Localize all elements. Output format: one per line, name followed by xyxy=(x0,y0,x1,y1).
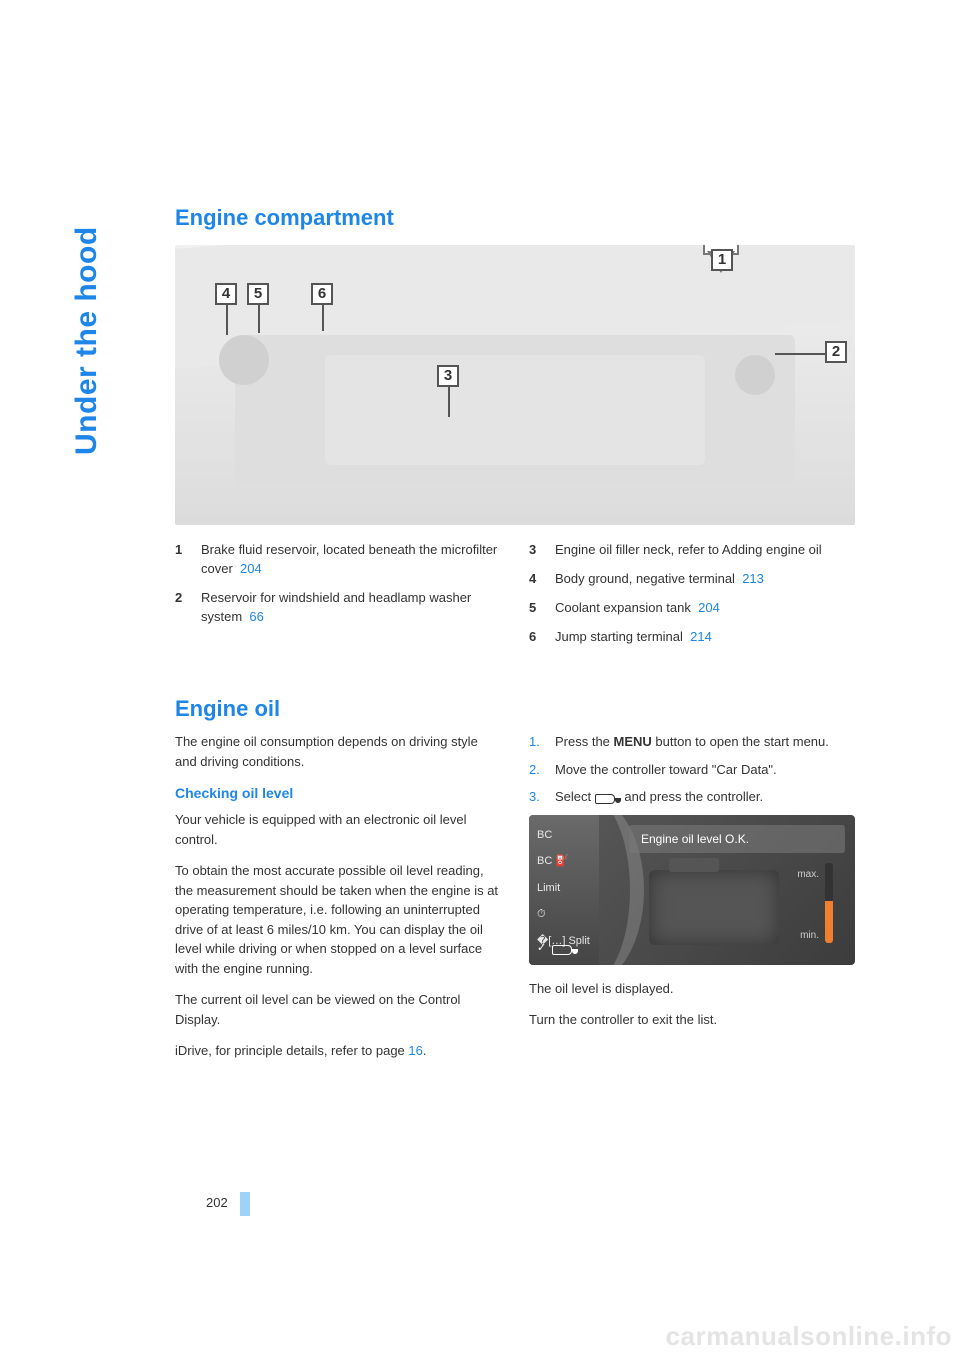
figure-leader-line xyxy=(322,305,324,331)
step-text: Move the controller toward "Car Data". xyxy=(555,760,777,780)
subheading-checking-oil: Checking oil level xyxy=(175,783,501,804)
legend-number: 5 xyxy=(529,599,543,618)
legend-desc: Jump starting terminal xyxy=(555,629,683,644)
text: Press the xyxy=(555,734,614,749)
legend-number: 4 xyxy=(529,570,543,589)
legend-number: 1 xyxy=(175,541,189,579)
paragraph: Turn the controller to exit the list. xyxy=(529,1010,855,1030)
figure-label-5: 5 xyxy=(247,283,269,305)
screen-min-label: min. xyxy=(800,928,819,943)
screen-menu-item: ⏱ xyxy=(537,906,591,923)
paragraph: The current oil level can be viewed on t… xyxy=(175,990,501,1029)
legend-number: 2 xyxy=(175,589,189,627)
legend-number: 6 xyxy=(529,628,543,647)
legend-desc: Body ground, negative terminal xyxy=(555,571,735,586)
legend-desc: Engine oil filler neck, refer to Adding … xyxy=(555,542,822,557)
step-text: Press the MENU button to open the start … xyxy=(555,732,829,752)
oil-can-icon xyxy=(552,943,578,955)
paragraph: To obtain the most accurate possible oil… xyxy=(175,861,501,978)
figure-label-2: 2 xyxy=(825,341,847,363)
text: button to open the start menu. xyxy=(652,734,829,749)
figure-label-4: 4 xyxy=(215,283,237,305)
watermark: carmanualsonline.info xyxy=(666,1321,952,1352)
page-marker xyxy=(240,1192,250,1216)
legend-desc: Reservoir for windshield and headlamp wa… xyxy=(201,590,471,624)
column-right: 1. Press the MENU button to open the sta… xyxy=(529,732,855,1073)
page-ref-link[interactable]: 213 xyxy=(742,571,764,586)
legend-number: 3 xyxy=(529,541,543,560)
two-column-body: The engine oil consumption depends on dr… xyxy=(175,732,855,1073)
figure-label-6: 6 xyxy=(311,283,333,305)
page-ref-link[interactable]: 204 xyxy=(240,561,262,576)
legend-text: Jump starting terminal 214 xyxy=(555,628,855,647)
figure-cap xyxy=(219,335,269,385)
legend-text: Coolant expansion tank 204 xyxy=(555,599,855,618)
paragraph: The engine oil consumption depends on dr… xyxy=(175,732,501,771)
text: iDrive, for principle details, refer to … xyxy=(175,1043,408,1058)
legend-item: 5 Coolant expansion tank 204 xyxy=(529,599,855,618)
step-number: 1. xyxy=(529,732,545,752)
column-left: The engine oil consumption depends on dr… xyxy=(175,732,501,1073)
screen-selected-row: ✓ xyxy=(537,940,578,957)
step-item: 3. Select and press the controller. xyxy=(529,787,855,807)
engine-compartment-figure: 1 2 3 4 5 6 xyxy=(175,245,855,525)
heading-engine-oil: Engine oil xyxy=(175,696,855,722)
menu-button-label: MENU xyxy=(614,734,652,749)
side-section-title: Under the hood xyxy=(70,226,104,455)
legend-text: Reservoir for windshield and headlamp wa… xyxy=(201,589,501,627)
screen-menu-item: BC xyxy=(537,827,591,844)
page: Under the hood Engine compartment 1 2 3 … xyxy=(0,0,960,1358)
figure-shade xyxy=(325,355,705,465)
check-icon: ✓ xyxy=(537,940,546,957)
step-text: Select and press the controller. xyxy=(555,787,763,807)
page-ref-link[interactable]: 66 xyxy=(249,609,263,624)
page-ref-link[interactable]: 214 xyxy=(690,629,712,644)
step-number: 2. xyxy=(529,760,545,780)
legend-column-left: 1 Brake fluid reservoir, located beneath… xyxy=(175,541,501,656)
step-item: 2. Move the controller toward "Car Data"… xyxy=(529,760,855,780)
screen-menu-item: Limit xyxy=(537,880,591,897)
legend-text: Brake fluid reservoir, located beneath t… xyxy=(201,541,501,579)
step-item: 1. Press the MENU button to open the sta… xyxy=(529,732,855,752)
content-area: Engine compartment 1 2 3 4 5 6 1 xyxy=(175,205,855,1073)
figure-leader-line xyxy=(448,387,450,417)
text: . xyxy=(423,1043,427,1058)
step-number: 3. xyxy=(529,787,545,807)
legend-desc: Coolant expansion tank xyxy=(555,600,691,615)
oil-can-icon xyxy=(595,792,621,804)
legend-item: 6 Jump starting terminal 214 xyxy=(529,628,855,647)
screen-menu-item: BC ⛽ xyxy=(537,853,591,870)
legend-item: 2 Reservoir for windshield and headlamp … xyxy=(175,589,501,627)
control-display-screenshot: BC BC ⛽ Limit ⏱ �[…] Split ✓ Engine oil … xyxy=(529,815,855,965)
page-ref-link[interactable]: 16 xyxy=(408,1043,422,1058)
screen-max-label: max. xyxy=(797,867,819,882)
heading-engine-compartment: Engine compartment xyxy=(175,205,855,231)
screen-gauge-fill xyxy=(825,901,833,943)
page-number: 202 xyxy=(206,1195,228,1210)
screen-engine-icon xyxy=(649,870,779,945)
figure-legend: 1 Brake fluid reservoir, located beneath… xyxy=(175,541,855,656)
screen-title: Engine oil level O.K. xyxy=(629,825,845,853)
text: and press the controller. xyxy=(621,789,763,804)
paragraph: iDrive, for principle details, refer to … xyxy=(175,1041,501,1061)
figure-leader-line xyxy=(775,353,825,355)
legend-item: 4 Body ground, negative terminal 213 xyxy=(529,570,855,589)
figure-leader-line xyxy=(226,305,228,335)
steps-list: 1. Press the MENU button to open the sta… xyxy=(529,732,855,807)
legend-text: Body ground, negative terminal 213 xyxy=(555,570,855,589)
text: Select xyxy=(555,789,595,804)
figure-label-1: 1 xyxy=(711,249,733,271)
paragraph: Your vehicle is equipped with an electro… xyxy=(175,810,501,849)
figure-cap xyxy=(735,355,775,395)
legend-item: 3 Engine oil filler neck, refer to Addin… xyxy=(529,541,855,560)
legend-column-right: 3 Engine oil filler neck, refer to Addin… xyxy=(529,541,855,656)
figure-leader-line xyxy=(258,305,260,333)
legend-item: 1 Brake fluid reservoir, located beneath… xyxy=(175,541,501,579)
figure-label-3: 3 xyxy=(437,365,459,387)
paragraph: The oil level is displayed. xyxy=(529,979,855,999)
page-ref-link[interactable]: 204 xyxy=(698,600,720,615)
legend-text: Engine oil filler neck, refer to Adding … xyxy=(555,541,855,560)
